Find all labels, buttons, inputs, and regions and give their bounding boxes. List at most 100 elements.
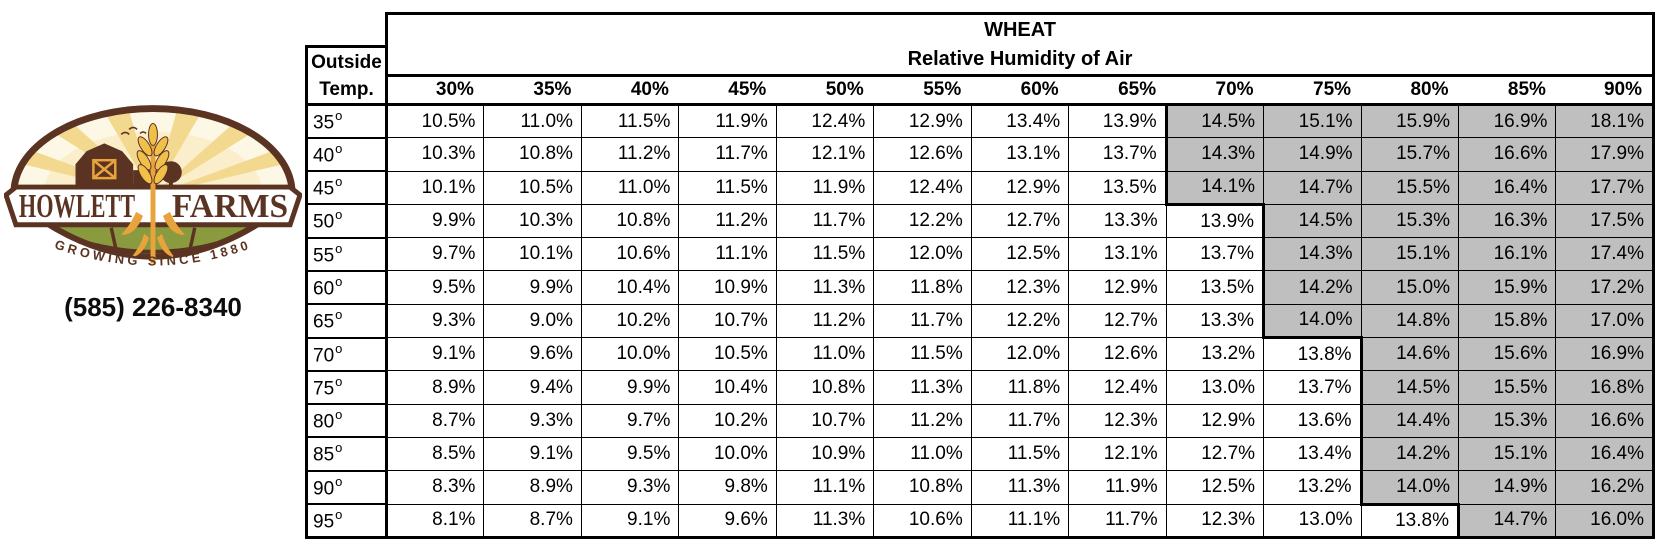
moisture-cell: 9.6%	[678, 503, 777, 539]
moisture-cell: 9.7%	[385, 237, 485, 272]
moisture-cell: 10.1%	[483, 237, 582, 272]
moisture-cell: 10.5%	[385, 103, 485, 139]
moisture-cell: 13.1%	[1068, 237, 1167, 272]
table-row: 60o 9.5% 9.9% 10.4% 10.9% 11.3% 11.8% 12.3% 12.9…	[305, 269, 1655, 306]
moisture-cell: 11.5%	[678, 170, 777, 205]
moisture-cell: 15.1%	[1360, 237, 1459, 272]
moisture-cell: 14.9%	[1263, 137, 1362, 172]
phone-number: (585) 226-8340	[64, 292, 242, 322]
table-row: 35o 10.5% 11.0% 11.5% 11.9% 12.4% 12.9% 13.4% 13…	[305, 103, 1655, 139]
degree-mark: o	[335, 207, 343, 223]
table-row: 40o 10.3% 10.8% 11.2% 11.7% 12.1% 12.6% 13.1% 13…	[305, 136, 1655, 173]
moisture-cell: 10.7%	[775, 403, 875, 438]
temp-label: 95o	[305, 503, 388, 539]
moisture-cell: 10.8%	[483, 137, 582, 172]
temp-label: 45o	[305, 170, 388, 206]
moisture-cell: 11.8%	[970, 370, 1070, 405]
moisture-cell: 10.9%	[775, 436, 875, 472]
moisture-cell: 9.0%	[483, 303, 582, 339]
moisture-cell: 14.1%	[1164, 170, 1265, 205]
humidity-header: 70%	[1166, 74, 1264, 106]
moisture-cell: 8.5%	[385, 436, 485, 472]
moisture-cell: 16.8%	[1555, 370, 1655, 405]
moisture-cell: 10.1%	[385, 170, 485, 205]
brand-logo: HOWLETT FARMS GROWING	[4, 98, 302, 323]
moisture-cell: 15.8%	[1457, 303, 1557, 339]
moisture-cell: 9.1%	[483, 436, 582, 472]
moisture-cell: 9.5%	[580, 436, 680, 472]
moisture-cell: 10.3%	[385, 137, 485, 172]
moisture-cell: 12.0%	[873, 237, 972, 272]
moisture-cell: 9.8%	[678, 470, 777, 505]
moisture-cell: 9.4%	[483, 370, 582, 405]
moisture-cell: 14.5%	[1164, 103, 1265, 139]
moisture-cell: 13.1%	[970, 137, 1070, 172]
moisture-cell: 12.2%	[873, 203, 972, 239]
moisture-cell: 8.7%	[483, 503, 582, 539]
table-row: 45o 10.1% 10.5% 11.0% 11.5% 11.9% 12.4% 12.9% 13…	[305, 170, 1655, 206]
humidity-header: 65%	[1068, 74, 1167, 106]
moisture-cell: 10.5%	[678, 337, 777, 372]
humidity-header: 85%	[1458, 74, 1556, 106]
temp-label: 90o	[305, 469, 388, 506]
temp-label: 75o	[305, 369, 388, 406]
moisture-cell: 11.7%	[1068, 503, 1167, 539]
moisture-cell: 15.3%	[1360, 203, 1459, 239]
degree-mark: o	[335, 307, 343, 323]
moisture-cell: 9.3%	[483, 403, 582, 438]
temp-label: 35o	[305, 103, 388, 139]
moisture-cell: 14.2%	[1262, 270, 1362, 305]
moisture-cell: 11.0%	[775, 337, 875, 372]
moisture-table: WHEAT Relative Humidity of Air Outside T…	[305, 12, 1655, 539]
temp-label: 85o	[305, 436, 388, 472]
moisture-cell: 13.7%	[1165, 237, 1265, 272]
moisture-cell: 10.3%	[483, 203, 582, 239]
moisture-cell: 14.5%	[1262, 203, 1362, 239]
moisture-cell: 16.1%	[1457, 237, 1557, 272]
moisture-cell: 15.6%	[1457, 337, 1557, 372]
logo-wordmark-right: FARMS	[172, 188, 288, 225]
degree-mark: o	[335, 174, 343, 190]
wheat-stalk-icon	[121, 122, 185, 264]
moisture-cell: 13.7%	[1263, 370, 1362, 405]
humidity-header: 30%	[386, 74, 484, 106]
moisture-cell: 17.2%	[1555, 270, 1655, 305]
humidity-header-row: 30% 35% 40% 45% 50% 55% 60% 65% 70% 75% 80% 85% 90%	[307, 74, 1655, 106]
moisture-cell: 8.7%	[385, 403, 485, 438]
moisture-cell: 11.3%	[970, 470, 1070, 505]
moisture-cell: 13.9%	[1165, 202, 1265, 239]
moisture-cell: 12.3%	[1068, 403, 1167, 438]
table-row: 50o 9.9% 10.3% 10.8% 11.2% 11.7% 12.2% 12.7% 13.…	[305, 202, 1655, 239]
moisture-cell: 10.2%	[580, 303, 680, 339]
moisture-cell: 16.9%	[1555, 337, 1655, 372]
table-row: 65o 9.3% 9.0% 10.2% 10.7% 11.2% 11.7% 12.2% 12.7…	[305, 303, 1655, 339]
moisture-cell: 11.7%	[970, 403, 1070, 438]
moisture-cell: 16.6%	[1555, 403, 1655, 438]
moisture-cell: 12.4%	[873, 170, 972, 205]
moisture-cell: 13.7%	[1068, 137, 1167, 172]
moisture-cell: 11.0%	[483, 103, 582, 139]
moisture-cell: 13.4%	[970, 103, 1070, 139]
moisture-cell: 12.1%	[775, 137, 875, 172]
moisture-cell: 10.6%	[580, 237, 680, 272]
moisture-cell: 11.3%	[775, 503, 875, 539]
moisture-cell: 8.9%	[385, 370, 485, 405]
moisture-cell: 14.3%	[1164, 137, 1265, 172]
moisture-cell: 11.2%	[873, 403, 972, 438]
moisture-cell: 16.0%	[1555, 503, 1655, 539]
moisture-cell: 9.1%	[385, 337, 485, 372]
moisture-cell: 14.9%	[1457, 470, 1557, 505]
moisture-cell: 11.7%	[678, 137, 777, 172]
moisture-cell: 15.1%	[1457, 436, 1557, 472]
moisture-cell: 16.3%	[1457, 203, 1557, 239]
moisture-cell: 15.7%	[1360, 137, 1459, 172]
moisture-cell: 13.0%	[1165, 370, 1265, 405]
moisture-cell: 12.7%	[1165, 436, 1265, 472]
degree-mark: o	[335, 107, 343, 123]
moisture-cell: 11.1%	[678, 237, 777, 272]
moisture-cell: 14.2%	[1359, 436, 1459, 472]
moisture-cell: 11.3%	[873, 370, 972, 405]
temp-label: 65o	[305, 303, 388, 339]
moisture-cell: 14.0%	[1359, 470, 1459, 505]
moisture-cell: 13.3%	[1165, 303, 1265, 339]
